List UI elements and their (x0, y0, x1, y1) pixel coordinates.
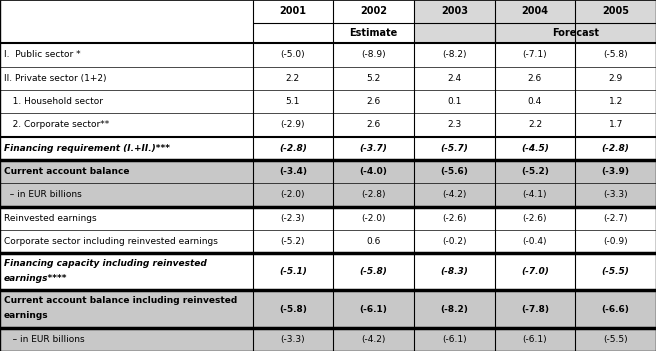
Text: 1.7: 1.7 (609, 120, 623, 130)
Text: Current account balance: Current account balance (4, 167, 129, 176)
Text: (-2.0): (-2.0) (281, 191, 305, 199)
Bar (0, 137, 656, 160)
Text: (-6.1): (-6.1) (359, 305, 388, 313)
Text: (-0.4): (-0.4) (523, 237, 547, 246)
Bar (0, 328, 656, 351)
Bar (0, 23, 414, 43)
Text: (-2.6): (-2.6) (523, 214, 547, 223)
Text: (-6.1): (-6.1) (523, 335, 547, 344)
Text: (-6.6): (-6.6) (602, 305, 630, 313)
Text: (-5.5): (-5.5) (602, 267, 630, 276)
Text: (-7.8): (-7.8) (521, 305, 549, 313)
Text: (-4.1): (-4.1) (523, 191, 547, 199)
Text: 2005: 2005 (602, 7, 629, 16)
Text: (-8.2): (-8.2) (442, 51, 466, 59)
Text: (-4.0): (-4.0) (359, 167, 388, 176)
Text: (-3.3): (-3.3) (604, 191, 628, 199)
Text: 2.9: 2.9 (609, 74, 623, 83)
Text: (-7.1): (-7.1) (523, 51, 547, 59)
Text: Estimate: Estimate (350, 28, 398, 38)
Text: 2.6: 2.6 (528, 74, 542, 83)
Text: 1.2: 1.2 (609, 97, 623, 106)
Text: (-8.3): (-8.3) (440, 267, 468, 276)
Bar (0, 90, 656, 113)
Text: (-8.9): (-8.9) (361, 51, 386, 59)
Text: (-5.2): (-5.2) (281, 237, 305, 246)
Bar (0, 253, 656, 291)
Text: (-2.3): (-2.3) (281, 214, 305, 223)
Text: earnings****: earnings**** (4, 274, 68, 283)
Bar (0, 113, 656, 137)
Text: (-2.7): (-2.7) (604, 214, 628, 223)
Text: 2.2: 2.2 (286, 74, 300, 83)
Text: Reinvested earnings: Reinvested earnings (4, 214, 96, 223)
Text: I.  Public sector *: I. Public sector * (4, 51, 81, 59)
Text: 2004: 2004 (522, 7, 548, 16)
Text: 2.6: 2.6 (367, 120, 380, 130)
Bar (0, 67, 656, 90)
Text: (-3.7): (-3.7) (359, 144, 388, 153)
Bar (0, 183, 656, 207)
Text: (-5.0): (-5.0) (281, 51, 305, 59)
Text: – in EUR billions: – in EUR billions (4, 191, 82, 199)
Text: (-6.1): (-6.1) (442, 335, 466, 344)
Text: 0.1: 0.1 (447, 97, 461, 106)
Text: 2.4: 2.4 (447, 74, 461, 83)
Text: (-2.8): (-2.8) (602, 144, 630, 153)
Text: (-5.8): (-5.8) (604, 51, 628, 59)
Text: (-7.0): (-7.0) (521, 267, 549, 276)
Text: (-3.4): (-3.4) (279, 167, 307, 176)
Text: (-5.8): (-5.8) (359, 267, 388, 276)
Text: (-5.5): (-5.5) (604, 335, 628, 344)
Text: 1. Household sector: 1. Household sector (4, 97, 103, 106)
Bar (414, 23, 656, 43)
Text: 2001: 2001 (279, 7, 306, 16)
Text: (-2.0): (-2.0) (361, 214, 386, 223)
Text: Corporate sector including reinvested earnings: Corporate sector including reinvested ea… (4, 237, 218, 246)
Text: (-2.8): (-2.8) (279, 144, 307, 153)
Text: (-5.6): (-5.6) (440, 167, 468, 176)
Text: 2.3: 2.3 (447, 120, 461, 130)
Text: (-5.7): (-5.7) (440, 144, 468, 153)
Text: II. Private sector (1+2): II. Private sector (1+2) (4, 74, 106, 83)
Text: Forecast: Forecast (552, 28, 599, 38)
Bar (0, 0, 414, 23)
Text: (-8.2): (-8.2) (440, 305, 468, 313)
Text: 0.4: 0.4 (528, 97, 542, 106)
Text: (-4.2): (-4.2) (361, 335, 386, 344)
Text: Financing requirement (I.+II.)***: Financing requirement (I.+II.)*** (4, 144, 170, 153)
Text: (-5.1): (-5.1) (279, 267, 307, 276)
Text: (-5.8): (-5.8) (279, 305, 307, 313)
Text: Current account balance including reinvested: Current account balance including reinve… (4, 296, 237, 305)
Text: 2002: 2002 (360, 7, 387, 16)
Text: (-0.9): (-0.9) (604, 237, 628, 246)
Text: 2003: 2003 (441, 7, 468, 16)
Text: 5.1: 5.1 (286, 97, 300, 106)
Text: (-3.9): (-3.9) (602, 167, 630, 176)
Text: earnings: earnings (4, 311, 49, 320)
Text: 2.2: 2.2 (528, 120, 542, 130)
Text: – in EUR billions: – in EUR billions (4, 335, 85, 344)
Text: (-2.6): (-2.6) (442, 214, 466, 223)
Text: Financing capacity including reinvested: Financing capacity including reinvested (4, 259, 207, 268)
Text: (-0.2): (-0.2) (442, 237, 466, 246)
Bar (0, 291, 656, 328)
Text: 2.6: 2.6 (367, 97, 380, 106)
Text: (-4.5): (-4.5) (521, 144, 549, 153)
Text: (-5.2): (-5.2) (521, 167, 549, 176)
Bar (0, 160, 656, 183)
Bar (0, 43, 656, 67)
Bar (0, 207, 656, 230)
Text: 2. Corporate sector**: 2. Corporate sector** (4, 120, 109, 130)
Text: 0.6: 0.6 (367, 237, 380, 246)
Bar (414, 0, 656, 23)
Text: (-2.8): (-2.8) (361, 191, 386, 199)
Text: (-2.9): (-2.9) (281, 120, 305, 130)
Text: 5.2: 5.2 (367, 74, 380, 83)
Bar (0, 230, 656, 253)
Text: (-3.3): (-3.3) (281, 335, 305, 344)
Text: (-4.2): (-4.2) (442, 191, 466, 199)
